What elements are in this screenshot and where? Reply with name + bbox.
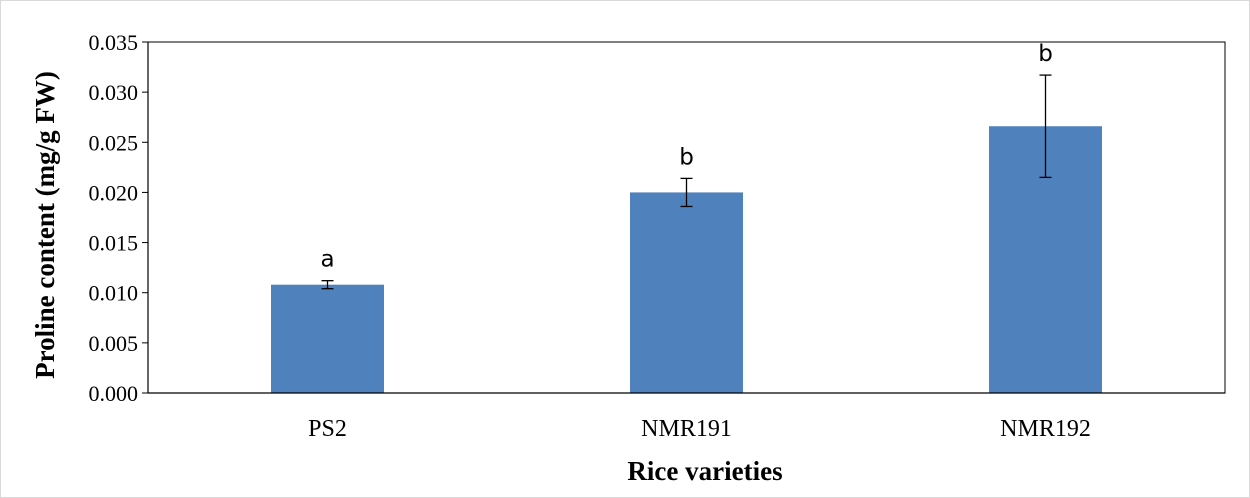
error-bars [321,74,1052,290]
y-tick-label: 0.005 [89,331,139,356]
bars [271,126,1102,394]
y-tick-label: 0.000 [89,381,139,406]
y-tick-label: 0.035 [89,30,139,55]
y-tick-label: 0.015 [89,231,139,256]
error-bar-ps2 [321,280,334,290]
significance-label-ps2: a [320,247,334,273]
significance-label-nmr191: b [679,144,694,170]
y-tick-label: 0.030 [89,80,139,105]
error-bar-nmr192 [1039,74,1052,179]
y-axis-title: Proline content (mg/g FW) [30,71,60,379]
y-tick-label: 0.010 [89,281,139,306]
bar-nmr191 [630,192,743,393]
y-tick-labels: 0.000 0.005 0.010 0.015 0.020 0.025 0.030 0.035 [89,30,148,406]
y-tick-label: 0.020 [89,180,139,205]
x-tick-label-nmr191: NMR191 [641,416,732,442]
bar-ps2 [271,284,384,393]
significance-label-nmr192: b [1038,41,1053,67]
x-tick-label-ps2: PS2 [308,416,347,442]
y-tick-label: 0.025 [89,130,139,155]
x-tick-label-nmr192: NMR192 [1000,416,1091,442]
significance-labels: a b b [320,41,1052,273]
error-bar-nmr191 [680,177,693,208]
x-axis-title: Rice varieties [627,456,782,486]
x-tick-labels: PS2 NMR191 NMR192 [308,416,1091,442]
plot-area-border [147,41,1226,394]
